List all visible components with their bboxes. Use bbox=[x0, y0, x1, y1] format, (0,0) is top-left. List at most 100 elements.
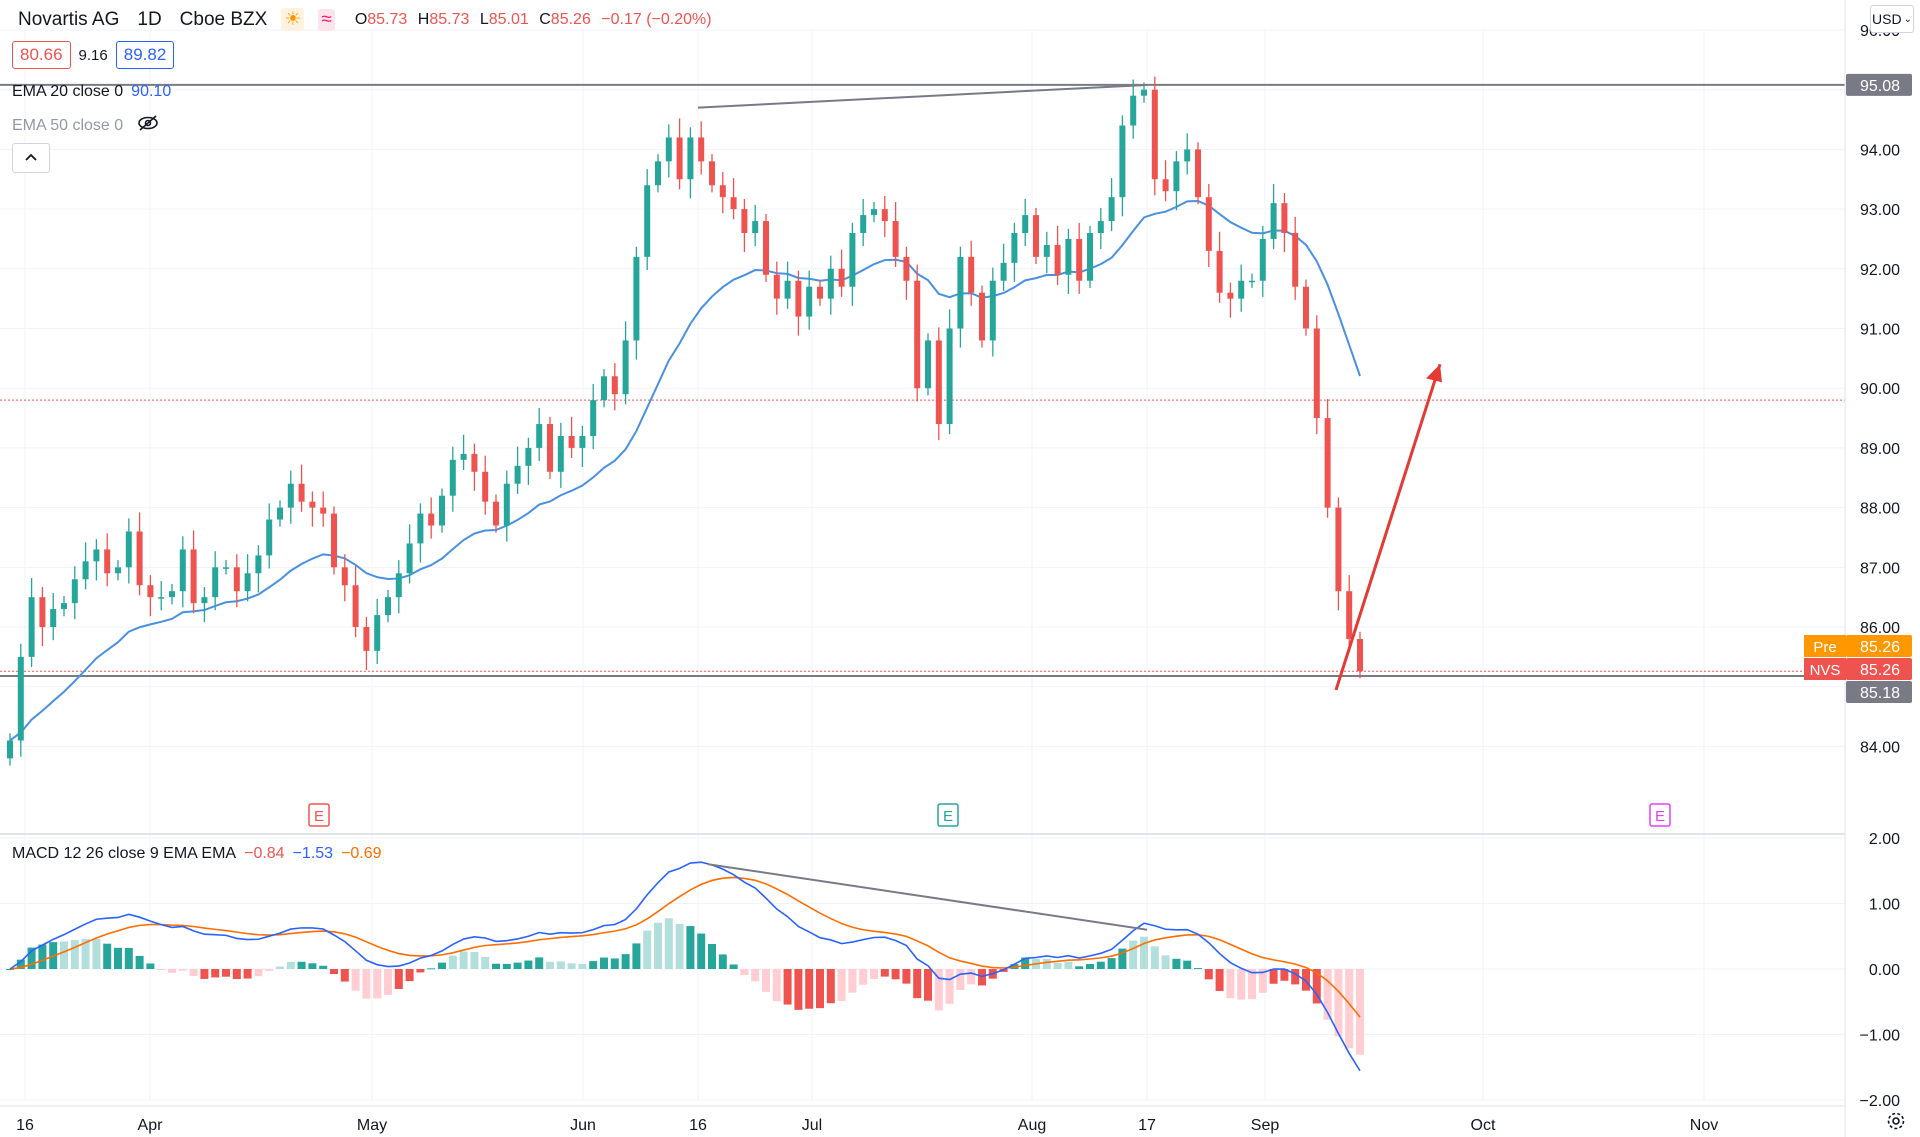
macd-hist-bar bbox=[1226, 969, 1235, 999]
candle-body bbox=[115, 567, 121, 574]
candle-body bbox=[104, 549, 111, 574]
price-tick-label: 88.00 bbox=[1860, 501, 1900, 518]
macd-hist-bar bbox=[880, 969, 889, 977]
macd-tick-label: 1.00 bbox=[1869, 897, 1900, 914]
price-tick-label: 92.00 bbox=[1860, 262, 1900, 279]
macd-hist-bar bbox=[70, 940, 79, 969]
macd-hist-bar bbox=[1096, 961, 1105, 969]
macd-hist-bar bbox=[157, 969, 166, 970]
time-tick-label: Oct bbox=[1471, 1117, 1496, 1134]
candle-body bbox=[957, 256, 964, 329]
candle-body bbox=[1173, 161, 1180, 192]
collapse-legend-button[interactable] bbox=[12, 143, 50, 173]
candle-body bbox=[1292, 232, 1299, 287]
sun-icon: ☀ bbox=[281, 8, 305, 31]
macd-legend[interactable]: MACD 12 26 close 9 EMA EMA −0.84 −1.53 −… bbox=[12, 845, 382, 863]
candle-body bbox=[395, 573, 402, 598]
candle-body bbox=[201, 597, 208, 604]
macd-hist-bar bbox=[114, 947, 122, 969]
price-trendline bbox=[697, 83, 1148, 109]
macd-hist-bar bbox=[675, 923, 684, 969]
candle-body bbox=[1195, 149, 1201, 198]
currency-selector[interactable]: USD ⌄ bbox=[1870, 5, 1914, 33]
ask-price[interactable]: 89.82 bbox=[115, 41, 175, 69]
horizontal-lines[interactable] bbox=[0, 83, 1845, 677]
nvs-badge: 85.26 bbox=[1860, 662, 1900, 679]
candle-body bbox=[525, 447, 532, 466]
macd-hist-bar bbox=[265, 969, 274, 971]
ema20-legend[interactable]: EMA 20 close 0 90.10 bbox=[12, 83, 171, 101]
candle-body bbox=[989, 280, 996, 341]
macd-hist-bar bbox=[362, 969, 371, 999]
macd-hist-bar bbox=[448, 955, 457, 969]
macd-hist-bar bbox=[427, 968, 436, 970]
macd-hist-bar bbox=[891, 969, 900, 980]
candle-body bbox=[687, 137, 694, 180]
macd-hist-bar bbox=[1312, 969, 1321, 1004]
time-tick-label: Jul bbox=[802, 1117, 822, 1134]
candle-body bbox=[406, 543, 413, 574]
macd-hist-bar bbox=[297, 961, 306, 969]
eye-crossed-icon[interactable] bbox=[137, 115, 159, 136]
macd-hist-bar bbox=[751, 969, 760, 982]
candle-body bbox=[233, 567, 240, 592]
time-tick-label: Sep bbox=[1251, 1117, 1280, 1134]
candle-body bbox=[428, 513, 435, 526]
macd-tick-label: 0.00 bbox=[1869, 962, 1900, 979]
ema50-legend[interactable]: EMA 50 close 0 bbox=[12, 115, 159, 136]
macd-hist-bar bbox=[38, 944, 47, 969]
macd-hist-bar bbox=[870, 969, 878, 979]
candle-body bbox=[1130, 95, 1137, 126]
ema20-label: EMA 20 close 0 bbox=[12, 83, 124, 100]
macd-hist-bar bbox=[913, 969, 922, 999]
wave-icon: ≈ bbox=[318, 8, 335, 31]
candle-body bbox=[622, 340, 629, 395]
macd-hist-bar bbox=[1042, 958, 1051, 969]
macd-line bbox=[9, 861, 1361, 1072]
candle-body bbox=[147, 585, 154, 598]
bottom-line-badge-bg bbox=[1846, 681, 1912, 703]
candle-body bbox=[655, 161, 661, 186]
settings-gear-icon[interactable] bbox=[1886, 1111, 1906, 1136]
candle-body bbox=[503, 483, 510, 526]
candle-body bbox=[773, 274, 780, 299]
candle-body bbox=[633, 256, 640, 341]
macd-tick-label: −2.00 bbox=[1860, 1093, 1901, 1110]
candle-body bbox=[374, 615, 381, 651]
macd-hist-bar bbox=[600, 957, 608, 969]
price-tick-label: 93.00 bbox=[1860, 202, 1900, 219]
candle-body bbox=[28, 597, 35, 657]
candle-body bbox=[979, 292, 985, 341]
currency-label: USD bbox=[1872, 11, 1902, 27]
candle-body bbox=[449, 459, 456, 496]
candle-body bbox=[568, 435, 575, 448]
interval[interactable]: 1D bbox=[137, 8, 162, 30]
ema20-path bbox=[9, 199, 1361, 742]
macd-hist-bar bbox=[1118, 948, 1127, 969]
candle-body bbox=[1216, 250, 1223, 293]
candle-body bbox=[1238, 280, 1245, 299]
price-tick-label: 89.00 bbox=[1860, 441, 1900, 458]
macd-hist-bar bbox=[81, 939, 90, 969]
time-tick-label: 17 bbox=[1138, 1117, 1156, 1134]
candle-body bbox=[730, 197, 737, 210]
macd-hist-bar bbox=[535, 957, 544, 969]
macd-hist-bar bbox=[1291, 969, 1300, 985]
macd-hist-bar bbox=[697, 933, 706, 969]
macd-hist-bar bbox=[664, 918, 673, 969]
candle-body bbox=[417, 513, 424, 544]
bid-price[interactable]: 80.66 bbox=[12, 41, 71, 69]
candle-body bbox=[223, 567, 229, 569]
macd-hist-bar bbox=[578, 963, 587, 969]
symbol-name[interactable]: Novartis AG bbox=[18, 8, 120, 30]
candle-body bbox=[1346, 591, 1353, 639]
macd-hist-bar bbox=[1237, 969, 1246, 1000]
candle-body bbox=[1259, 238, 1266, 281]
candle-body bbox=[925, 340, 931, 389]
macd-hist-bar bbox=[243, 969, 252, 979]
candle-body bbox=[590, 400, 597, 436]
candle-body bbox=[363, 627, 370, 651]
